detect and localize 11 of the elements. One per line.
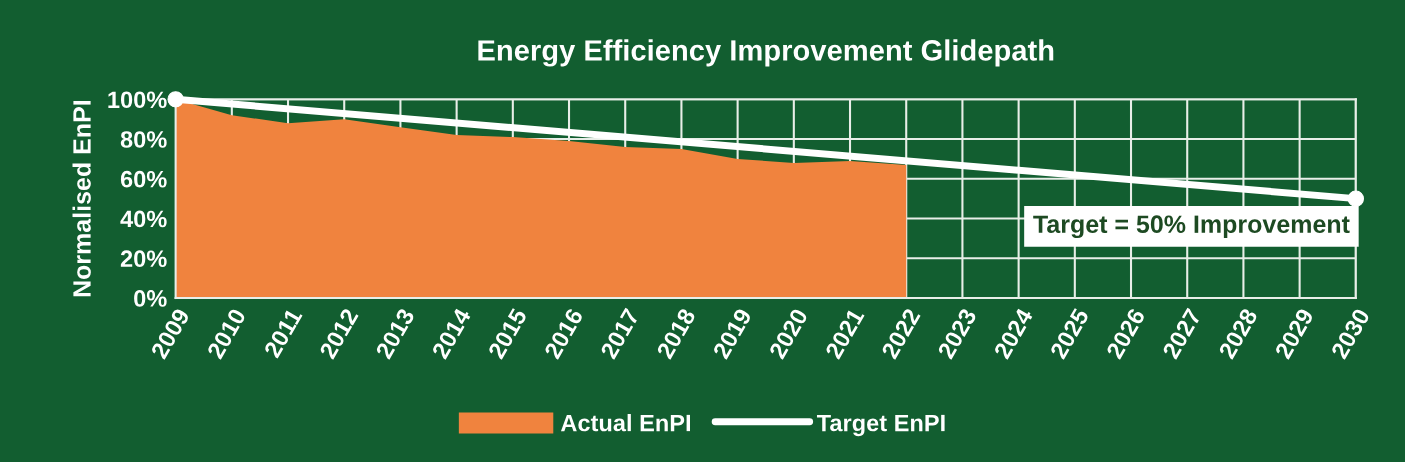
y-tick-label: 20% [120, 250, 167, 268]
y-tick-label: 0% [134, 290, 167, 307]
annotation: Target = 50% Improvement [1033, 215, 1350, 239]
y-tick-label: 80% [120, 131, 167, 148]
y-tick-label: 60% [120, 170, 167, 188]
legend-label: Actual EnPI [560, 414, 690, 432]
legend-label: Target EnPI [816, 414, 945, 437]
y-tick-label: 100% [108, 91, 167, 109]
y-axis-title: Normalised EnPI [72, 100, 91, 297]
chart-title: Energy Efficiency Improvement Glidepath [478, 39, 1054, 67]
y-tick-label: 40% [120, 210, 167, 228]
